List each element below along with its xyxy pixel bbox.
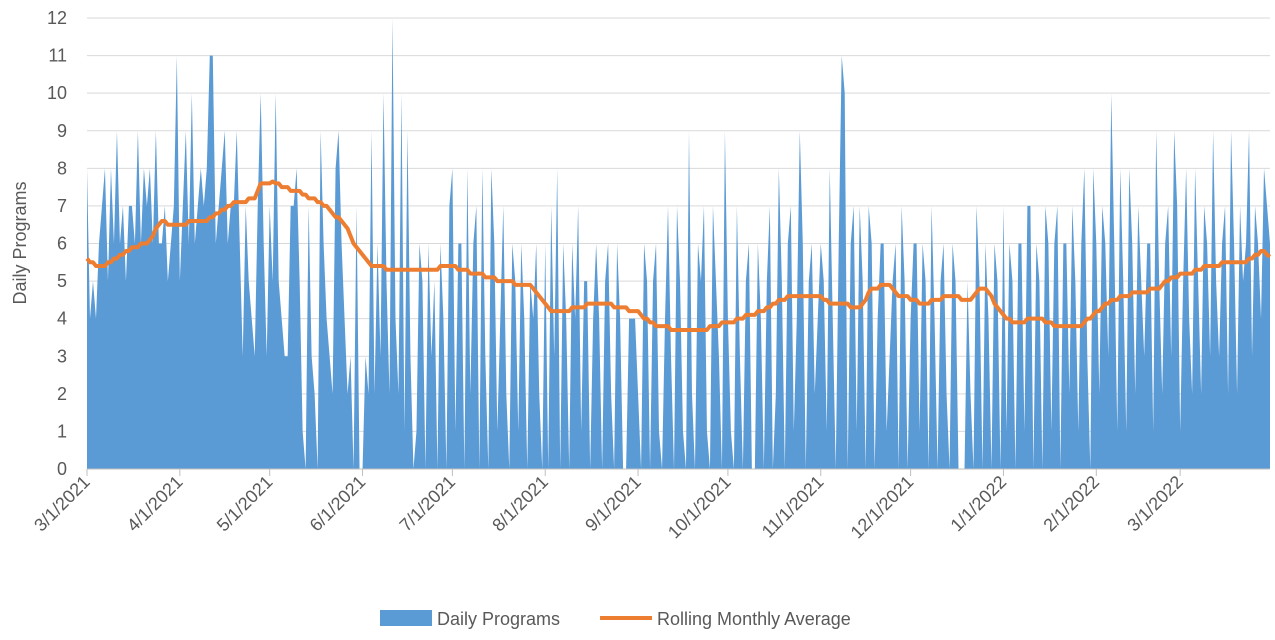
y-tick-label: 11 [48, 46, 67, 66]
x-tick-label: 9/1/2021 [581, 472, 645, 536]
y-tick-label: 9 [57, 121, 67, 141]
legend-label: Daily Programs [437, 609, 560, 629]
x-tick-label: 10/1/2021 [664, 472, 735, 543]
x-tick-label: 4/1/2021 [123, 472, 187, 536]
y-tick-label: 0 [57, 459, 67, 479]
legend-label: Rolling Monthly Average [657, 609, 851, 629]
x-tick-label: 8/1/2021 [488, 472, 552, 536]
x-tick-label: 12/1/2021 [847, 472, 918, 543]
x-tick-label: 7/1/2021 [396, 472, 460, 536]
x-tick-label: 11/1/2021 [758, 472, 828, 542]
y-tick-label: 5 [57, 271, 67, 291]
x-tick-label: 2/1/2022 [1039, 472, 1103, 536]
x-tick-label: 5/1/2021 [213, 472, 277, 536]
y-tick-label: 3 [57, 346, 67, 366]
y-tick-label: 8 [57, 158, 67, 178]
y-tick-label: 6 [57, 234, 67, 254]
y-tick-label: 2 [57, 384, 67, 404]
line [85, 179, 1272, 332]
area [87, 18, 1270, 469]
y-tick-label: 7 [57, 196, 67, 216]
x-tick-label: 6/1/2021 [306, 472, 370, 536]
x-tick-label: 3/1/2022 [1123, 472, 1187, 536]
y-axis-title: Daily Programs [10, 181, 30, 304]
y-tick-label: 1 [57, 421, 67, 441]
x-tick-label: 3/1/2021 [30, 472, 94, 536]
y-tick-label: 12 [47, 8, 67, 28]
x-tick-label: 1/1/2022 [947, 472, 1011, 536]
y-tick-label: 10 [47, 83, 67, 103]
legend-swatch [380, 610, 432, 626]
y-tick-label: 4 [57, 309, 67, 329]
